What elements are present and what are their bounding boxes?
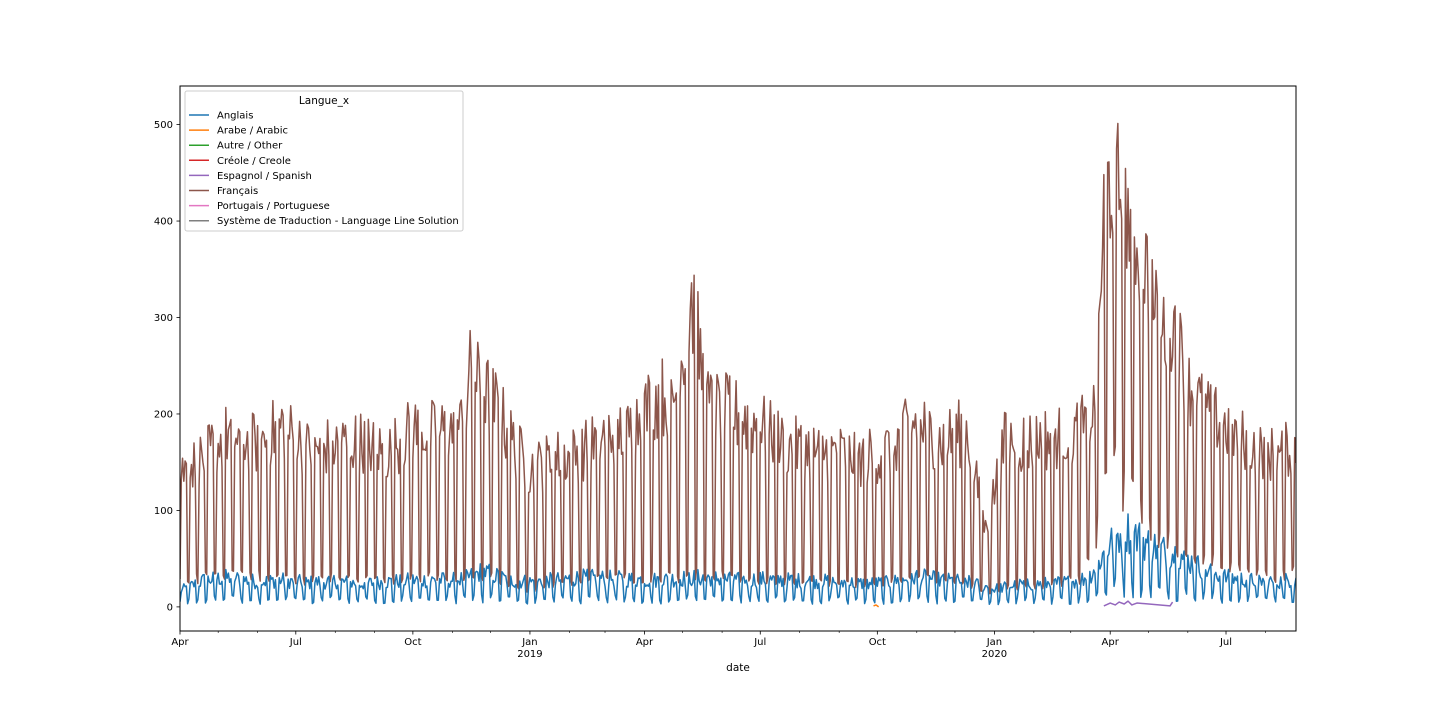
x-tick-year-label: 2020 (982, 649, 1007, 660)
x-axis-label: date (726, 662, 750, 674)
x-tick-label: Apr (636, 637, 654, 648)
series-line-anglais (180, 513, 1296, 606)
x-tick-label: Oct (404, 637, 421, 648)
x-tick-label: Jan (521, 637, 537, 648)
x-tick-label: Apr (171, 637, 189, 648)
legend: Langue_x Anglais Arabe / Arabic Autre / Ot… (184, 90, 464, 232)
legend-entry-label: Système de Traduction - Language Line So… (217, 215, 459, 227)
legend-entry-label: Autre / Other (217, 141, 283, 152)
x-tick-label: Jan (986, 637, 1002, 648)
legend-entries: Anglais Arabe / Arabic Autre / Other Créole… (189, 111, 459, 227)
y-tick-label: 100 (154, 506, 173, 517)
x-tick-label: Oct (869, 637, 886, 648)
series-line-francais (180, 122, 1296, 595)
x-tick-label: Jul (753, 637, 766, 648)
plot-area (179, 85, 1297, 632)
legend-box (184, 90, 464, 232)
x-tick-label: Jul (289, 637, 302, 648)
y-tick-label: 500 (154, 120, 173, 131)
y-tick-label: 0 (167, 602, 173, 613)
x-tick-year-label: 2019 (517, 649, 542, 660)
y-tick-label: 400 (154, 217, 173, 228)
y-tick-label: 300 (154, 313, 173, 324)
legend-entry-label: Français (217, 186, 258, 197)
x-tick-label: Apr (1102, 637, 1120, 648)
series-line-arabe-arabic (873, 604, 880, 608)
legend-entry-label: Créole / Creole (217, 155, 291, 167)
x-tick-label: Jul (1219, 637, 1232, 648)
legend-entry-label: Espagnol / Spanish (217, 171, 312, 182)
series-line-espagnol-spanish (1103, 600, 1174, 607)
legend-title: Langue_x (299, 95, 349, 107)
series-layer (180, 122, 1296, 608)
legend-entry-label: Anglais (217, 111, 253, 122)
axes-frame (179, 85, 1297, 632)
y-axis: 0 100 200 300 400 500 (154, 120, 180, 613)
legend-entry-label: Arabe / Arabic (217, 126, 288, 137)
legend-entry-label: Portugais / Portuguese (217, 201, 330, 212)
y-tick-label: 200 (154, 409, 173, 420)
